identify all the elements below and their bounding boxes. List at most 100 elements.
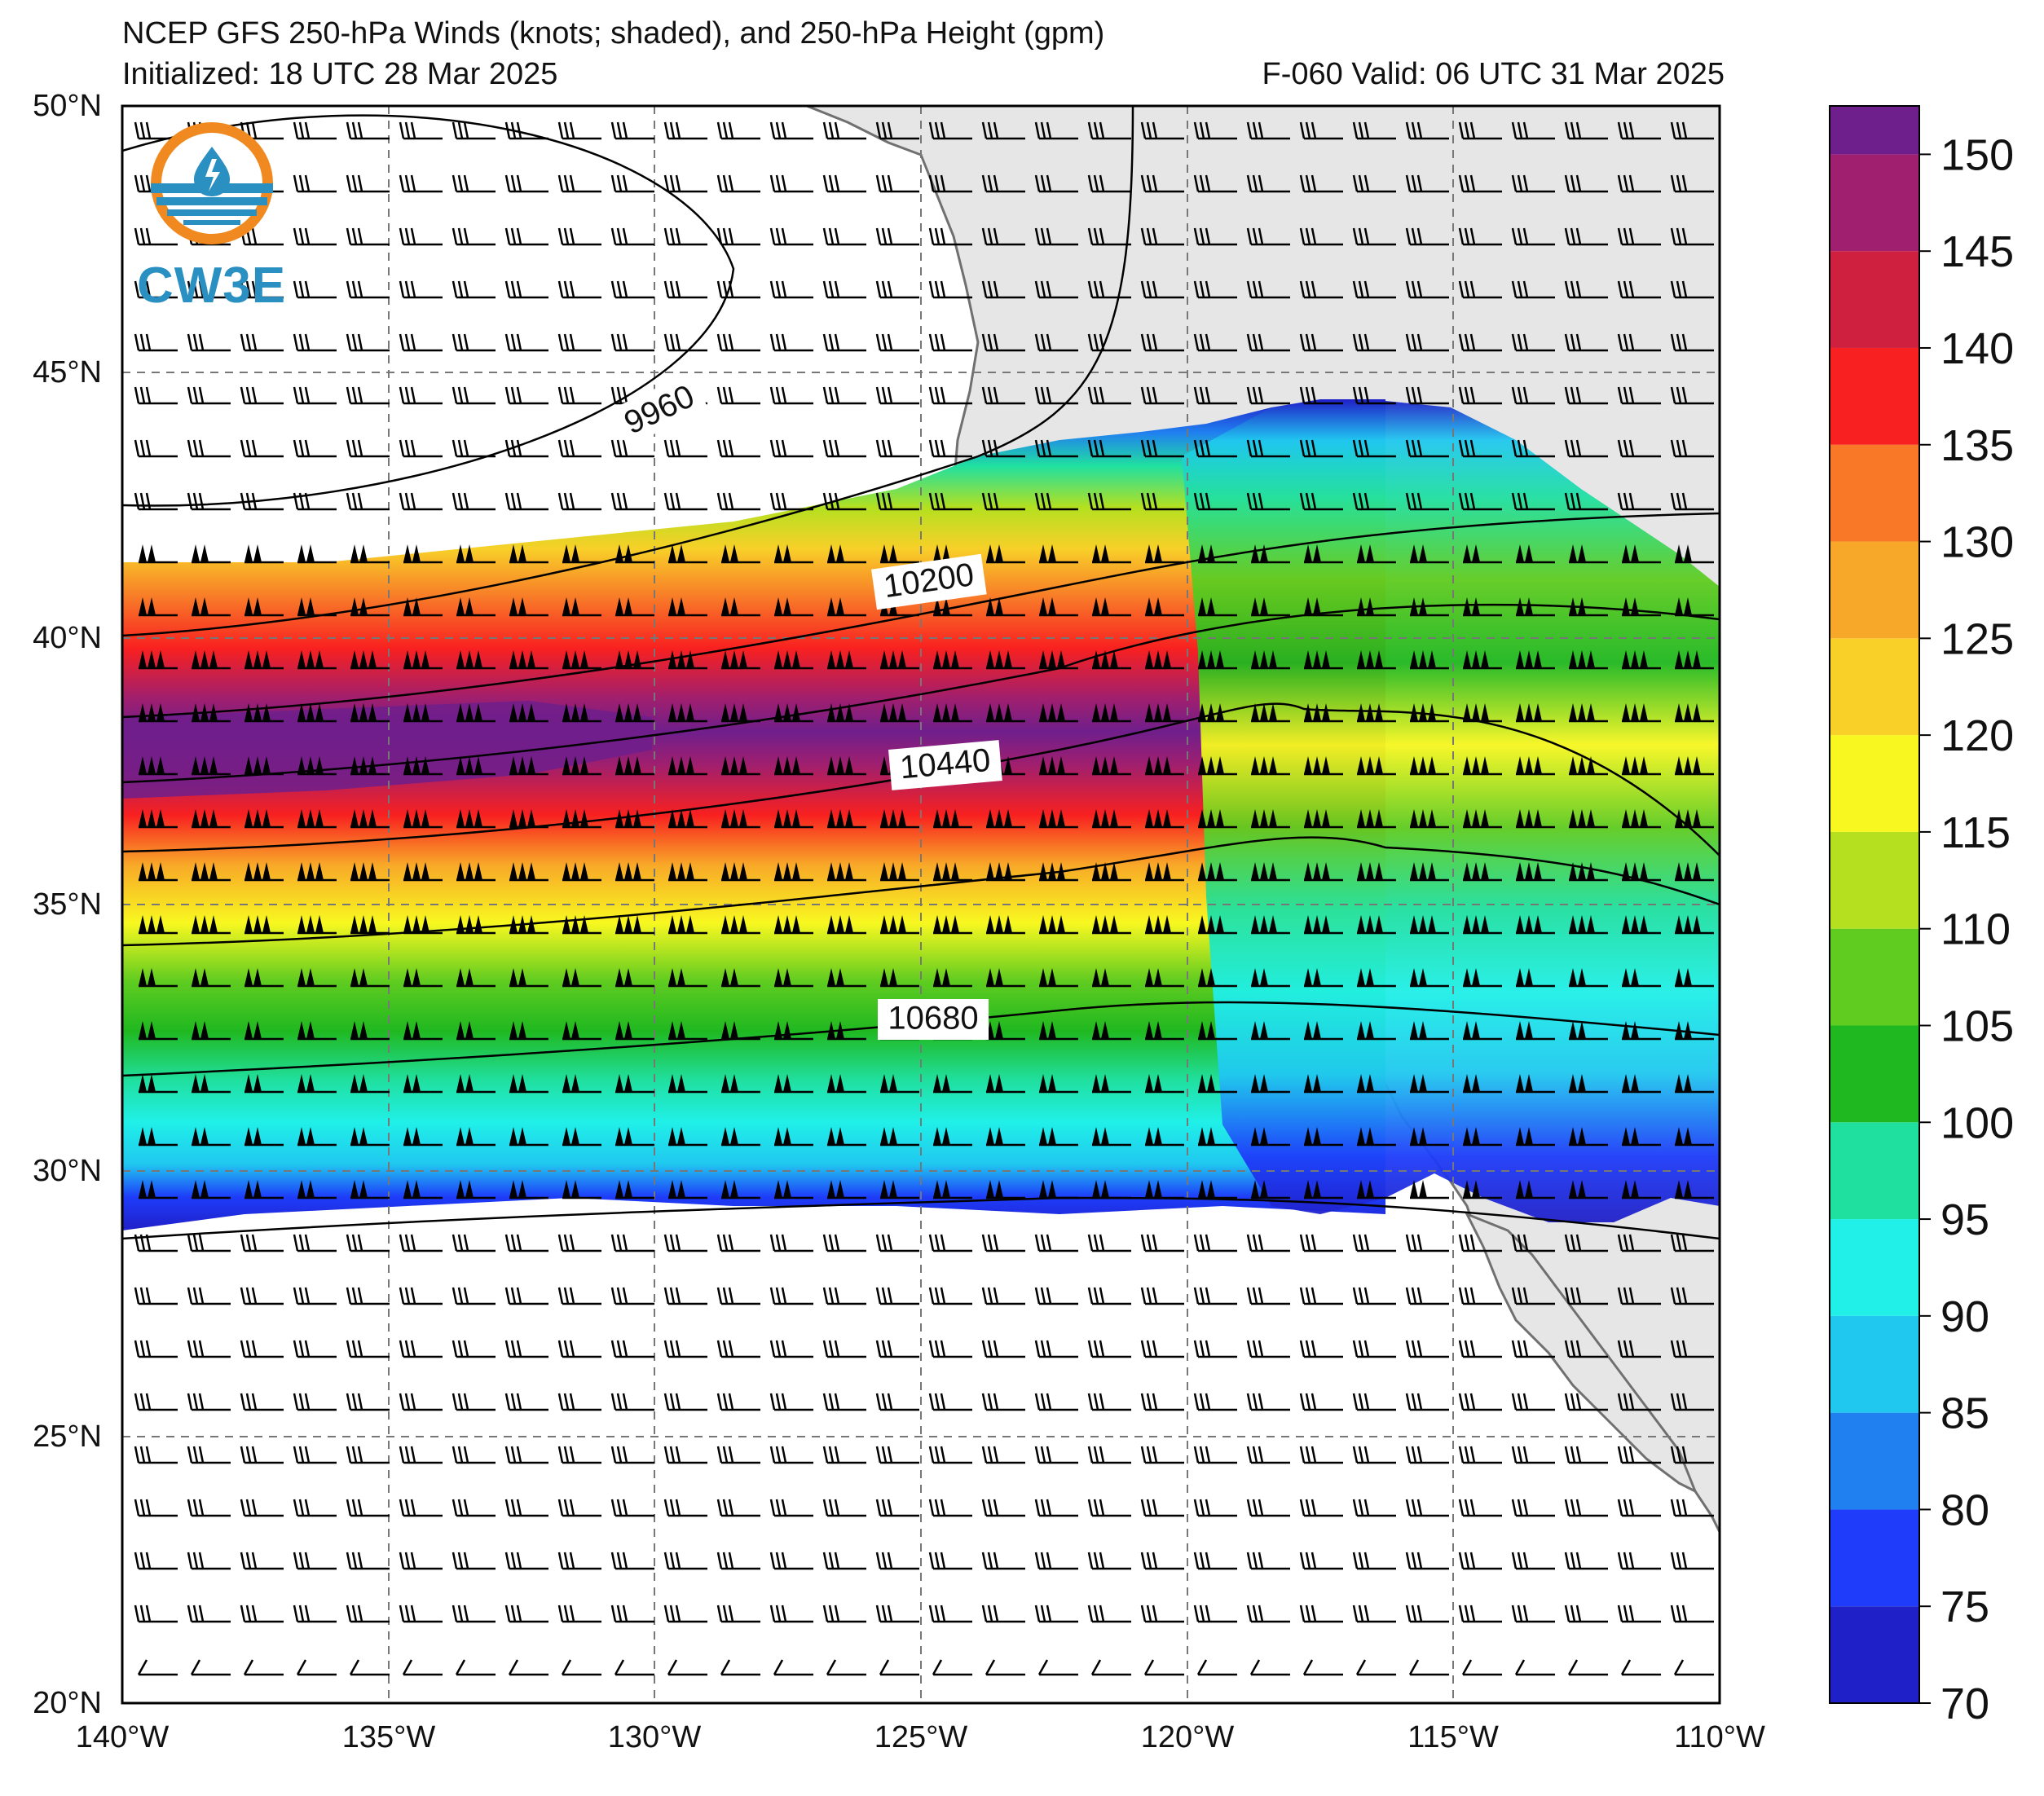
- wind-barb: [192, 968, 231, 988]
- wind-barb: [610, 1552, 654, 1570]
- wind-barb: [1246, 174, 1290, 193]
- wind-barb: [721, 915, 760, 935]
- wind-barb: [456, 1180, 496, 1200]
- wind-barb: [668, 1021, 707, 1041]
- wind-barb: [668, 597, 707, 617]
- wind-barb: [1675, 1127, 1714, 1147]
- wind-barb: [721, 968, 760, 988]
- wind-barb: [721, 650, 760, 670]
- wind-barb: [610, 333, 654, 352]
- wind-barb: [562, 915, 601, 935]
- wind-barb: [1675, 809, 1714, 829]
- wind-barb: [1246, 333, 1290, 352]
- wind-barb: [1564, 227, 1608, 246]
- wind-barb: [134, 1340, 178, 1358]
- wind-barb: [1410, 597, 1449, 617]
- wind-barb: [350, 1180, 390, 1200]
- wind-barb: [721, 1021, 760, 1041]
- wind-barb: [1251, 809, 1290, 829]
- wind-barb: [350, 756, 390, 776]
- wind-barb: [1140, 174, 1184, 193]
- wind-barb: [557, 1552, 601, 1570]
- wind-barb: [875, 1234, 919, 1252]
- wind-barb: [504, 1605, 548, 1623]
- wind-barb: [769, 333, 813, 352]
- wind-barb: [1675, 968, 1714, 988]
- wind-barb: [1039, 1127, 1078, 1147]
- wind-barb: [933, 1074, 972, 1094]
- wind-barb: [350, 809, 390, 829]
- wind-barb: [1357, 1127, 1396, 1147]
- wind-barb: [1251, 968, 1290, 988]
- wind-barb: [1299, 227, 1343, 246]
- wind-barb: [769, 1234, 813, 1252]
- wind-barb: [1357, 703, 1396, 723]
- wind-barb: [297, 544, 337, 564]
- wind-barb: [1357, 544, 1396, 564]
- wind-barb: [1039, 650, 1078, 670]
- wind-barb: [774, 862, 813, 882]
- wind-barb: [1092, 968, 1131, 988]
- wind-barb: [296, 1659, 337, 1676]
- wind-barb: [1140, 1552, 1184, 1570]
- wind-barb: [1511, 1446, 1555, 1464]
- wind-barb: [1617, 386, 1661, 405]
- wind-barb: [716, 1605, 760, 1623]
- wind-barb: [610, 492, 654, 511]
- wind-barb: [562, 597, 601, 617]
- colorbar-segment: [1830, 735, 1919, 832]
- wind-barb: [134, 439, 178, 458]
- wind-barb: [928, 1287, 972, 1305]
- wind-barb: [610, 1340, 654, 1358]
- wind-barb: [1246, 1446, 1290, 1464]
- wind-barb: [1405, 333, 1449, 352]
- wind-barb: [774, 756, 813, 776]
- lon-label: 140°W: [76, 1720, 170, 1754]
- wind-barb: [933, 1180, 972, 1200]
- wind-barb: [134, 333, 178, 352]
- wind-barb: [1251, 1180, 1290, 1200]
- wind-barb: [933, 915, 972, 935]
- wind-barb: [399, 280, 443, 299]
- wind-barb: [399, 174, 443, 193]
- wind-barb: [1034, 280, 1078, 299]
- wind-barb: [875, 1499, 919, 1517]
- wind-barb: [1193, 1340, 1237, 1358]
- wind-barb: [1458, 386, 1502, 405]
- wind-barb: [1670, 1287, 1714, 1305]
- wind-barb: [1516, 756, 1555, 776]
- wind-barb: [880, 544, 919, 564]
- lat-label: 35°N: [33, 887, 102, 922]
- wind-barb: [293, 1393, 337, 1411]
- wind-barb: [1622, 756, 1661, 776]
- wind-barb: [986, 650, 1025, 670]
- wind-barb: [822, 1499, 866, 1517]
- wind-barb: [1299, 492, 1343, 511]
- wind-barb: [399, 1499, 443, 1517]
- wind-barb: [668, 968, 707, 988]
- wind-barb: [1034, 1234, 1078, 1252]
- wind-barb: [1463, 809, 1502, 829]
- wind-barb: [509, 597, 548, 617]
- wind-barb: [1193, 1552, 1237, 1570]
- lat-label: 30°N: [33, 1154, 102, 1188]
- wind-barb: [1516, 544, 1555, 564]
- wind-barb: [928, 1552, 972, 1570]
- wind-barb: [187, 1446, 231, 1464]
- wind-barb: [192, 1127, 231, 1147]
- wind-barb: [1140, 1287, 1184, 1305]
- wind-barb: [716, 1552, 760, 1570]
- wind-barb: [297, 915, 337, 935]
- wind-barb: [350, 915, 390, 935]
- wind-barb: [663, 439, 707, 458]
- wind-barb: [1140, 1605, 1184, 1623]
- wind-barb: [1617, 174, 1661, 193]
- wind-barb: [1193, 439, 1237, 458]
- wind-barb: [562, 809, 601, 829]
- colorbar-label: 145: [1940, 227, 2014, 276]
- wind-barb: [297, 1021, 337, 1041]
- wind-barb: [827, 756, 866, 776]
- wind-barb: [1564, 1234, 1608, 1252]
- wind-barb: [139, 597, 178, 617]
- wind-barb: [1410, 1180, 1449, 1200]
